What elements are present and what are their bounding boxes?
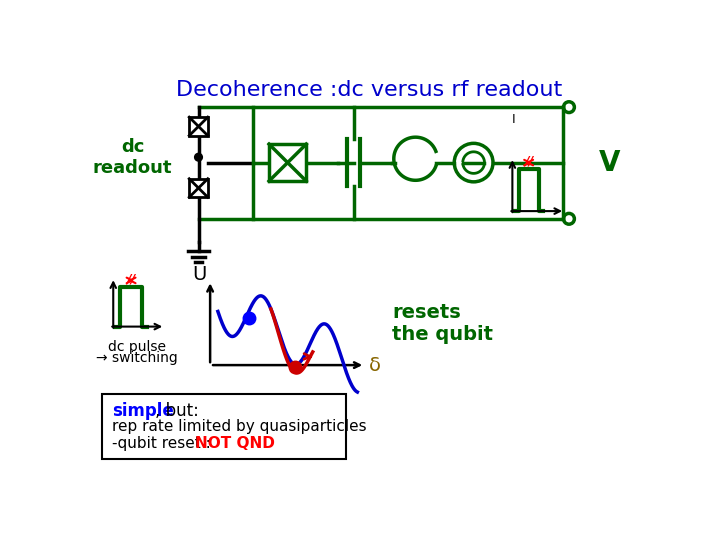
Text: resets
the qubit: resets the qubit (392, 303, 493, 345)
Text: V: V (598, 148, 620, 177)
Text: //: // (127, 273, 135, 286)
Text: → switching: → switching (96, 351, 178, 365)
Text: //: // (524, 155, 534, 168)
Circle shape (194, 153, 202, 161)
Text: dc pulse: dc pulse (108, 340, 166, 354)
Bar (269, 144, 306, 181)
Text: NOT QND: NOT QND (194, 436, 274, 451)
Text: rep rate limited by quasiparticles: rep rate limited by quasiparticles (112, 419, 366, 434)
Text: -qubit reset :: -qubit reset : (112, 436, 215, 451)
Text: U: U (192, 265, 206, 284)
Text: I: I (512, 113, 516, 126)
Text: , but:: , but: (155, 402, 199, 420)
Bar (189, 117, 208, 136)
Text: Decoherence :dc versus rf readout: Decoherence :dc versus rf readout (176, 80, 562, 100)
FancyBboxPatch shape (102, 394, 346, 459)
Text: simple: simple (112, 402, 174, 420)
Text: δ: δ (369, 356, 381, 375)
Bar (189, 179, 208, 197)
Text: dc
readout: dc readout (93, 138, 172, 177)
